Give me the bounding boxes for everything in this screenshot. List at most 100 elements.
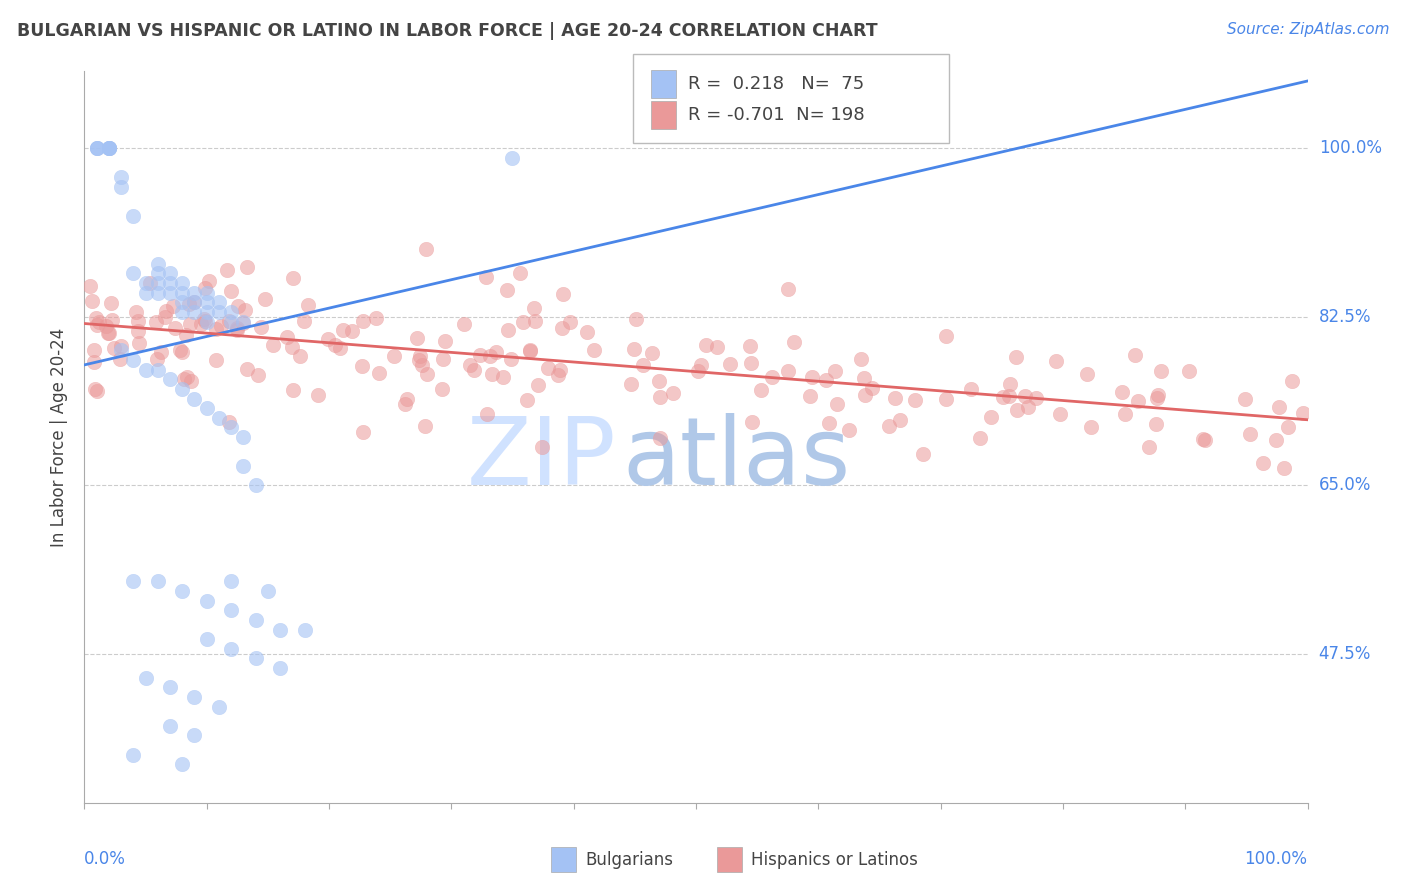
Point: [232, 316, 254, 330]
Point: [741, 415, 763, 429]
Text: Source: ZipAtlas.com: Source: ZipAtlas.com: [1226, 22, 1389, 37]
Point: [332, 323, 354, 337]
Point: [1111, 385, 1133, 400]
Point: [749, 383, 772, 397]
Point: [519, 343, 541, 358]
Point: [395, 392, 418, 406]
Point: [523, 314, 546, 328]
Point: [416, 367, 439, 381]
Point: [233, 302, 256, 317]
Point: [394, 397, 416, 411]
Point: [998, 389, 1021, 403]
Point: [97, 141, 120, 155]
Point: [479, 349, 502, 363]
Point: [294, 623, 316, 637]
Point: [79, 279, 101, 293]
Point: [1194, 433, 1216, 447]
Point: [661, 385, 683, 400]
Point: [262, 338, 284, 352]
Point: [172, 295, 194, 310]
Point: [195, 593, 218, 607]
Point: [292, 313, 315, 327]
Point: [912, 447, 935, 461]
Point: [862, 381, 884, 395]
Point: [648, 390, 671, 404]
Point: [695, 338, 717, 352]
Point: [225, 323, 247, 337]
Point: [208, 410, 231, 425]
Point: [548, 363, 571, 377]
Point: [453, 317, 475, 331]
Point: [174, 328, 197, 343]
Point: [550, 320, 572, 334]
Point: [193, 311, 215, 326]
Point: [86, 318, 108, 332]
Point: [849, 352, 872, 367]
Point: [718, 357, 741, 371]
Point: [1268, 401, 1291, 415]
Text: ZIP: ZIP: [467, 413, 616, 505]
Point: [253, 292, 276, 306]
Point: [531, 441, 554, 455]
Point: [776, 364, 799, 378]
Point: [172, 382, 194, 396]
Point: [509, 266, 531, 280]
Point: [1137, 440, 1160, 454]
Point: [1005, 403, 1028, 417]
Point: [1281, 374, 1303, 388]
Point: [209, 319, 232, 334]
Point: [814, 373, 837, 387]
Point: [208, 699, 231, 714]
Point: [176, 370, 198, 384]
Point: [620, 376, 643, 391]
Point: [648, 374, 671, 388]
Point: [1292, 406, 1315, 420]
Text: 100.0%: 100.0%: [1319, 139, 1382, 157]
Point: [824, 364, 846, 378]
Point: [468, 348, 491, 362]
Point: [172, 276, 194, 290]
Point: [110, 339, 132, 353]
Point: [110, 343, 132, 358]
Point: [1264, 434, 1286, 448]
Point: [527, 378, 550, 392]
Point: [307, 388, 329, 402]
Point: [297, 298, 319, 312]
Point: [1000, 377, 1022, 392]
Point: [245, 613, 267, 627]
Point: [146, 267, 169, 281]
Point: [686, 364, 709, 378]
Point: [135, 362, 157, 376]
Point: [553, 287, 575, 301]
Point: [1239, 427, 1261, 442]
Point: [1150, 364, 1173, 378]
Point: [475, 407, 498, 421]
Point: [257, 584, 280, 599]
Point: [97, 326, 120, 340]
Point: [194, 313, 217, 327]
Point: [232, 458, 254, 473]
Point: [183, 690, 205, 704]
Point: [329, 341, 352, 355]
Point: [172, 305, 194, 319]
Point: [122, 209, 145, 223]
Point: [583, 343, 606, 358]
Point: [135, 276, 157, 290]
Point: [1144, 417, 1167, 431]
Text: 65.0%: 65.0%: [1319, 476, 1371, 494]
Point: [1126, 394, 1149, 409]
Text: 82.5%: 82.5%: [1319, 308, 1371, 326]
Point: [219, 574, 242, 589]
Point: [778, 281, 800, 295]
Point: [706, 340, 728, 354]
Point: [215, 262, 238, 277]
Point: [159, 267, 181, 281]
Point: [97, 141, 120, 155]
Point: [97, 326, 120, 340]
Point: [89, 315, 111, 329]
Point: [502, 151, 524, 165]
Point: [208, 295, 231, 310]
Point: [1076, 368, 1098, 382]
Point: [125, 304, 148, 318]
Point: [738, 339, 761, 353]
